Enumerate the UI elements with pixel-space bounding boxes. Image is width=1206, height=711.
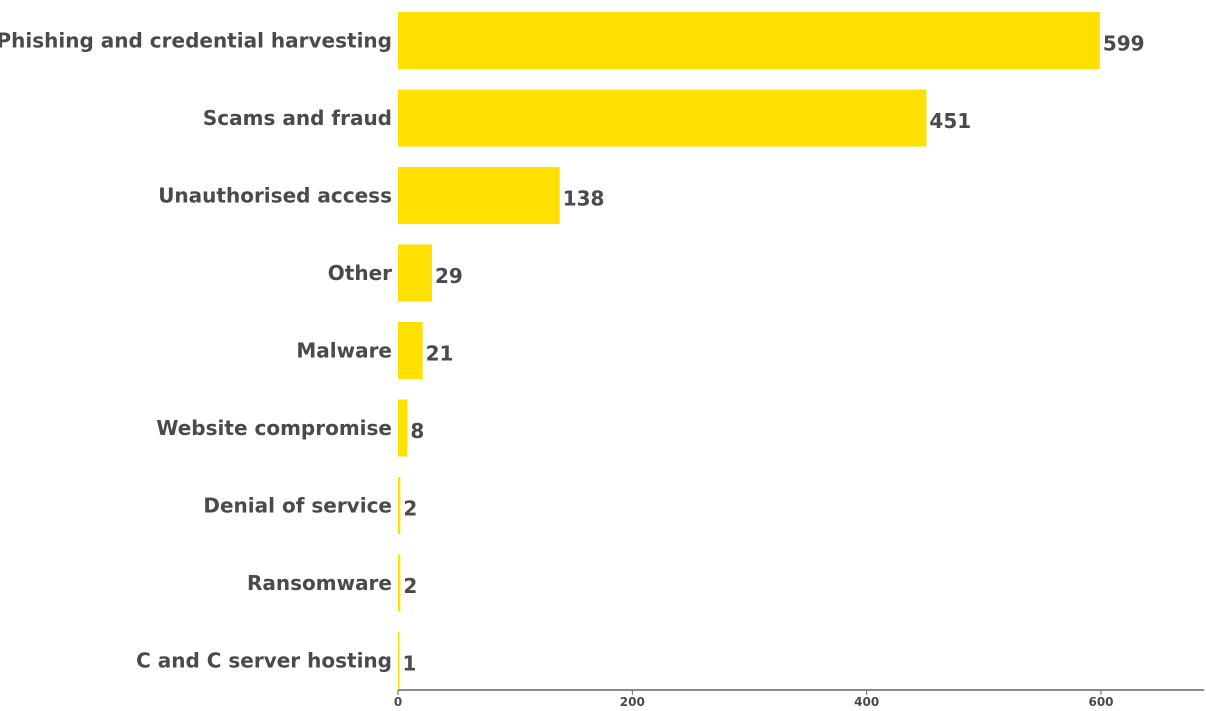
data-label-unauthorised-access: 138 bbox=[563, 187, 605, 211]
bar-phishing-and-credential-harvesting bbox=[398, 12, 1100, 69]
data-label-ransomware: 2 bbox=[403, 574, 417, 598]
data-label-phishing-and-credential-harvesting: 599 bbox=[1103, 32, 1145, 56]
bar-unauthorised-access bbox=[398, 167, 560, 224]
bar-ransomware bbox=[398, 554, 401, 612]
category-labels: Phishing and credential harvesting Scams … bbox=[0, 29, 392, 673]
category-label-phishing-and-credential-harvesting: Phishing and credential harvesting bbox=[0, 29, 392, 53]
category-label-ransomware: Ransomware bbox=[247, 571, 392, 595]
data-label-malware: 21 bbox=[426, 342, 454, 366]
x-tick-label-600: 600 bbox=[1088, 695, 1113, 709]
bar-scams-and-fraud bbox=[398, 89, 927, 147]
data-label-denial-of-service: 2 bbox=[403, 497, 417, 521]
bar-website-compromise bbox=[398, 399, 408, 457]
bar-malware bbox=[398, 322, 423, 379]
x-axis: 0 200 400 600 bbox=[394, 689, 1204, 709]
category-label-denial-of-service: Denial of service bbox=[203, 494, 392, 518]
x-tick-label-400: 400 bbox=[854, 695, 879, 709]
x-tick-label-0: 0 bbox=[394, 695, 402, 709]
category-label-unauthorised-access: Unauthorised access bbox=[158, 184, 392, 208]
data-label-other: 29 bbox=[435, 264, 463, 288]
data-label-website-compromise: 8 bbox=[410, 419, 424, 443]
category-label-malware: Malware bbox=[296, 339, 392, 363]
bar-other bbox=[398, 244, 432, 302]
category-label-other: Other bbox=[328, 261, 392, 285]
category-label-c-and-c-server-hosting: C and C server hosting bbox=[136, 649, 392, 673]
category-label-website-compromise: Website compromise bbox=[156, 416, 392, 440]
data-label-c-and-c-server-hosting: 1 bbox=[403, 652, 417, 676]
data-label-scams-and-fraud: 451 bbox=[929, 109, 971, 133]
bars bbox=[398, 12, 1100, 689]
bar-c-and-c-server-hosting bbox=[398, 632, 400, 689]
x-tick-label-200: 200 bbox=[620, 695, 645, 709]
category-label-scams-and-fraud: Scams and fraud bbox=[203, 106, 392, 130]
bar-denial-of-service bbox=[398, 477, 401, 534]
